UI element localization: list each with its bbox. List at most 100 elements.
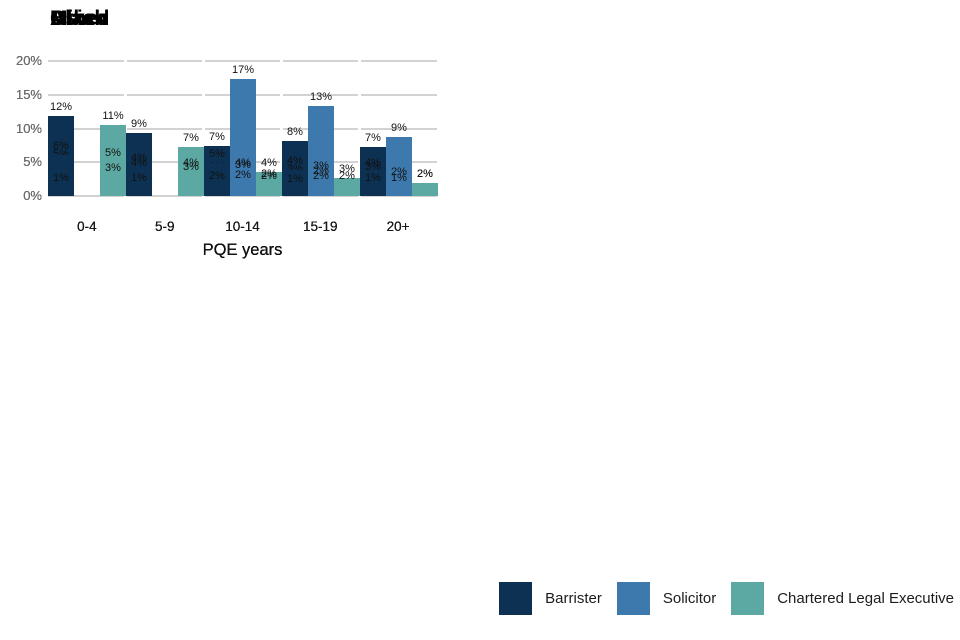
x-axis-tick-label: 5-9	[154, 219, 175, 234]
plot-area: 1% 1% 2% 2% 1% 2% 1% 1%	[48, 59, 437, 198]
x-axis-tick-label: 20+	[386, 219, 410, 234]
x-axis-ticks: 0-4 5-9 10-14 15-19 20+	[48, 219, 437, 234]
bar: 2%	[230, 169, 256, 196]
bar: 2%	[204, 170, 230, 196]
x-axis-tick-label: 0-4	[77, 219, 97, 234]
y-axis-tick-label: 20%	[15, 53, 42, 68]
bar-group: 1%	[126, 61, 204, 196]
y-axis-tick-label: 10%	[15, 120, 42, 136]
x-axis-tick-label: 20+	[386, 219, 410, 234]
bar-value-label: 13%	[309, 91, 333, 104]
bar: 2%	[308, 170, 334, 196]
legend-label: Solicitor	[662, 589, 717, 607]
y-axis-tick-label: 5%	[23, 154, 42, 170]
x-axis-tick-label: 5-9	[154, 219, 175, 234]
bar-value-label: 5%	[105, 146, 121, 159]
legend-item: Chartered Legal Executive	[731, 581, 954, 615]
bar-value-label: 3%	[235, 159, 251, 172]
bar-value-label: 7%	[365, 132, 381, 145]
x-axis-label: PQE years	[202, 241, 283, 259]
bar: 1%	[360, 172, 386, 196]
bar-value-label: 3%	[105, 162, 121, 175]
x-axis-ticks: 0-4 5-9 10-14 15-19 20+	[48, 219, 437, 234]
bar-value-label: 4%	[183, 156, 199, 169]
x-axis-tick-label: 15-19	[303, 219, 338, 234]
bar-value-label: 6%	[53, 139, 69, 152]
x-axis-label: PQE years	[202, 241, 283, 259]
gridline-break	[202, 59, 206, 198]
bar-value-label: 2%	[313, 170, 329, 183]
gridline-break	[357, 59, 361, 198]
legend-swatch	[731, 581, 765, 615]
bar-value-label: 3%	[183, 161, 199, 174]
legend-item: Solicitor	[616, 581, 717, 615]
y-axis-tick-label: 20%	[15, 53, 42, 68]
bar-slot	[412, 191, 438, 196]
bar	[412, 191, 438, 196]
bar-value-label: 12%	[49, 100, 73, 113]
bar-slot: 2%	[204, 170, 230, 196]
y-axis-tick-label: 10%	[15, 120, 42, 136]
x-axis-tick-label: 20+	[386, 219, 410, 234]
y-axis-tick-label: 20%	[15, 53, 42, 68]
bar-value-label: 4%	[287, 154, 303, 167]
bar	[100, 192, 126, 196]
bar-value-label: 4%	[261, 156, 277, 169]
bar: 1%	[282, 173, 308, 196]
bar-value-label: 2%	[209, 170, 225, 183]
x-axis-tick-label: 15-19	[303, 219, 338, 234]
bar-slot: 2%	[230, 169, 256, 196]
y-axis-tick-label: 5%	[23, 154, 42, 170]
bar-slot: 1%	[386, 172, 412, 196]
bar-group: 2% 2%	[204, 61, 282, 196]
y-axis-tick-label: 10%	[15, 120, 42, 136]
x-axis-tick-label: 5-9	[154, 219, 175, 234]
panel-other: Other 1% 1% 2% 2% 1% 2% 1% 1% 0-4 5-9 10-14 15-19 2…	[0, 0, 480, 280]
bar-group: 1% 2%	[282, 61, 360, 196]
bar-value-label: 1%	[131, 171, 147, 184]
bar-value-label: 4%	[235, 156, 251, 169]
bar: 1%	[126, 172, 152, 196]
bar-value-label: 2%	[339, 170, 355, 183]
y-axis-tick-label: 5%	[23, 154, 42, 170]
bar-groups: 1% 1% 2% 2% 1% 2% 1% 1%	[48, 61, 437, 196]
bar-value-label: 3%	[313, 160, 329, 173]
bar-value-label: 4%	[131, 151, 147, 164]
bar-group: 1% 1%	[360, 61, 438, 196]
x-axis-label: PQE years	[202, 241, 283, 259]
bar-value-label: 5%	[209, 147, 225, 160]
panel-title: Asian	[50, 7, 108, 30]
gridline	[48, 195, 437, 197]
bar-value-label: 3%	[365, 161, 381, 174]
legend-item: Barrister	[499, 581, 602, 615]
bar-slot	[334, 194, 360, 196]
bar-slot: 1%	[360, 172, 386, 196]
bar-value-label: 2%	[417, 167, 433, 180]
legend-swatch	[499, 581, 533, 615]
bar-value-label: 4%	[365, 156, 381, 169]
bar-slot: 3%	[100, 162, 126, 196]
bar-slot: 1%	[126, 172, 152, 196]
bar-value-label: 1%	[365, 171, 381, 184]
x-axis-tick-label: 10-14	[225, 219, 260, 234]
bar-value-label: 2%	[261, 167, 277, 180]
gridline	[48, 60, 437, 62]
bar: 1%	[48, 172, 74, 196]
x-axis-label: PQE years	[202, 241, 283, 259]
x-axis-tick-label: 0-4	[77, 219, 97, 234]
y-axis-tick-label: 10%	[15, 120, 42, 136]
x-axis-ticks: 0-4 5-9 10-14 15-19 20+	[48, 219, 437, 234]
x-axis-tick-label: 10-14	[225, 219, 260, 234]
y-axis-tick-label: 15%	[15, 86, 42, 102]
bar-group: 1%	[48, 61, 126, 196]
legend-label: Barrister	[545, 589, 602, 607]
bar-value-label: 2%	[391, 166, 407, 179]
bar: 1%	[386, 172, 412, 196]
bar-value-label: 7%	[183, 131, 199, 144]
bar-value-label: 8%	[287, 126, 303, 139]
legend: Barrister Solicitor Chartered Legal Execut…	[499, 578, 954, 618]
panel-title: Black	[50, 7, 107, 30]
gridline-break	[279, 59, 283, 198]
x-axis-tick-label: 10-14	[225, 219, 260, 234]
